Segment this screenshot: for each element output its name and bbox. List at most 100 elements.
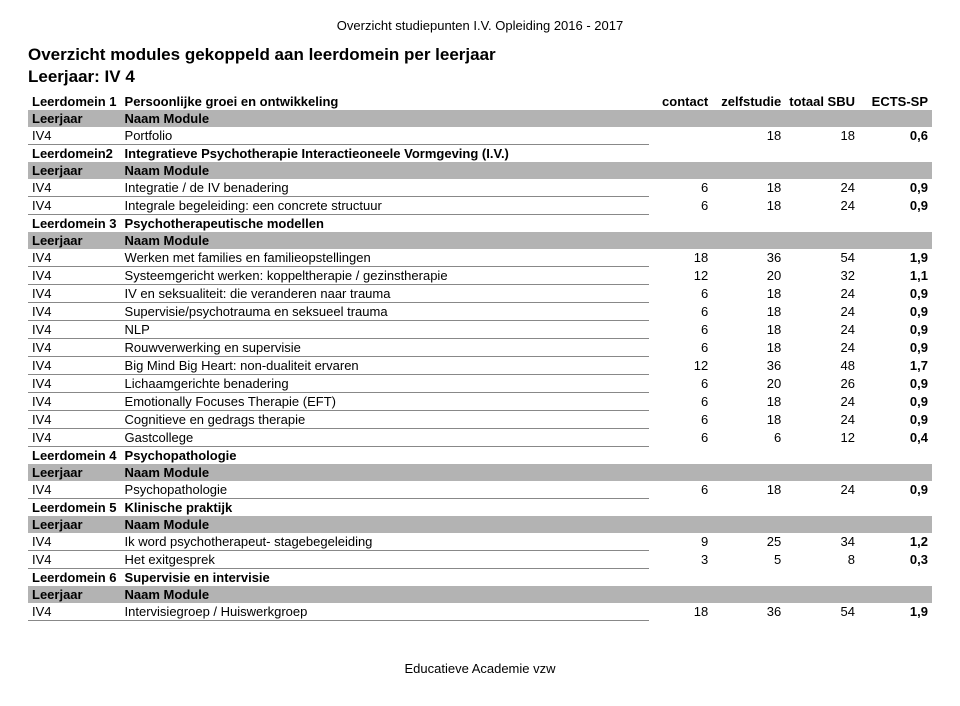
row-totaal: 24 (785, 179, 859, 197)
row-name: Rouwverwerking en supervisie (121, 339, 650, 357)
row-year: IV4 (28, 285, 121, 303)
domain-label: Leerdomein 1 (28, 93, 121, 110)
table-row: IV4NLP618240,9 (28, 321, 932, 339)
row-totaal: 48 (785, 357, 859, 375)
domain-name: Klinische praktijk (121, 499, 650, 517)
row-ects: 0,6 (859, 127, 932, 145)
table-row: IV4Emotionally Focuses Therapie (EFT)618… (28, 393, 932, 411)
subheader-row: LeerjaarNaam Module (28, 516, 932, 533)
domain-label: Leerdomein 3 (28, 215, 121, 233)
domain-row: Leerdomein 3Psychotherapeutische modelle… (28, 215, 932, 233)
row-name: IV en seksualiteit: die veranderen naar … (121, 285, 650, 303)
table-row: IV4Psychopathologie618240,9 (28, 481, 932, 499)
subheader-leerjaar: Leerjaar (28, 586, 121, 603)
row-totaal: 24 (785, 411, 859, 429)
row-zelfstudie: 18 (712, 339, 785, 357)
domain-name: Integratieve Psychotherapie Interactieon… (121, 145, 650, 163)
row-totaal: 54 (785, 603, 859, 621)
row-contact: 18 (649, 603, 712, 621)
row-zelfstudie: 20 (712, 267, 785, 285)
domain-name: Psychopathologie (121, 447, 650, 465)
row-year: IV4 (28, 303, 121, 321)
row-contact: 6 (649, 481, 712, 499)
row-totaal: 24 (785, 285, 859, 303)
subheader-row: LeerjaarNaam Module (28, 162, 932, 179)
row-zelfstudie: 20 (712, 375, 785, 393)
row-name: Emotionally Focuses Therapie (EFT) (121, 393, 650, 411)
row-contact (649, 127, 712, 145)
table-row: IV4Integrale begeleiding: een concrete s… (28, 197, 932, 215)
subheader-leerjaar: Leerjaar (28, 464, 121, 481)
domain-name: Psychotherapeutische modellen (121, 215, 650, 233)
row-contact: 3 (649, 551, 712, 569)
row-contact: 6 (649, 339, 712, 357)
subheader-leerjaar: Leerjaar (28, 516, 121, 533)
table-row: IV4Big Mind Big Heart: non-dualiteit erv… (28, 357, 932, 375)
row-ects: 0,9 (859, 303, 932, 321)
row-ects: 0,9 (859, 375, 932, 393)
row-name: Ik word psychotherapeut- stagebegeleidin… (121, 533, 650, 551)
row-name: Het exitgesprek (121, 551, 650, 569)
row-ects: 0,9 (859, 197, 932, 215)
row-zelfstudie: 18 (712, 393, 785, 411)
row-year: IV4 (28, 603, 121, 621)
row-year: IV4 (28, 249, 121, 267)
table-row: IV4Cognitieve en gedrags therapie618240,… (28, 411, 932, 429)
domain-row: Leerdomein 4Psychopathologie (28, 447, 932, 465)
row-ects: 0,9 (859, 481, 932, 499)
modules-table: Leerdomein 1Persoonlijke groei en ontwik… (28, 93, 932, 621)
row-name: Portfolio (121, 127, 650, 145)
row-ects: 0,9 (859, 411, 932, 429)
row-year: IV4 (28, 375, 121, 393)
footer: Educatieve Academie vzw (28, 661, 932, 676)
domain-label: Leerdomein 6 (28, 569, 121, 587)
row-contact: 6 (649, 285, 712, 303)
domain-name: Persoonlijke groei en ontwikkeling (121, 93, 650, 110)
row-zelfstudie: 5 (712, 551, 785, 569)
subheader-row: LeerjaarNaam Module (28, 110, 932, 127)
row-zelfstudie: 36 (712, 357, 785, 375)
row-zelfstudie: 25 (712, 533, 785, 551)
row-year: IV4 (28, 321, 121, 339)
row-zelfstudie: 18 (712, 179, 785, 197)
subheader-row: LeerjaarNaam Module (28, 464, 932, 481)
row-zelfstudie: 18 (712, 127, 785, 145)
row-contact: 12 (649, 357, 712, 375)
row-zelfstudie: 36 (712, 603, 785, 621)
row-zelfstudie: 18 (712, 321, 785, 339)
row-ects: 0,9 (859, 339, 932, 357)
subheader-naam: Naam Module (121, 110, 932, 127)
row-totaal: 32 (785, 267, 859, 285)
col-header-ects: ECTS-SP (859, 93, 932, 110)
table-row: IV4Supervisie/psychotrauma en seksueel t… (28, 303, 932, 321)
row-name: Werken met families en familieopstelling… (121, 249, 650, 267)
row-contact: 18 (649, 249, 712, 267)
table-row: IV4Systeemgericht werken: koppeltherapie… (28, 267, 932, 285)
row-year: IV4 (28, 551, 121, 569)
row-name: Integratie / de IV benadering (121, 179, 650, 197)
row-zelfstudie: 36 (712, 249, 785, 267)
row-ects: 1,1 (859, 267, 932, 285)
row-ects: 0,4 (859, 429, 932, 447)
row-year: IV4 (28, 393, 121, 411)
subheader-naam: Naam Module (121, 464, 932, 481)
row-totaal: 18 (785, 127, 859, 145)
row-totaal: 8 (785, 551, 859, 569)
row-contact: 6 (649, 411, 712, 429)
subheader-leerjaar: Leerjaar (28, 110, 121, 127)
table-row: IV4Gastcollege66120,4 (28, 429, 932, 447)
row-zelfstudie: 18 (712, 197, 785, 215)
row-name: Lichaamgerichte benadering (121, 375, 650, 393)
row-totaal: 24 (785, 393, 859, 411)
domain-label: Leerdomein 5 (28, 499, 121, 517)
col-header-zelfstudie: zelfstudie (712, 93, 785, 110)
row-name: Big Mind Big Heart: non-dualiteit ervare… (121, 357, 650, 375)
row-totaal: 24 (785, 197, 859, 215)
table-row: IV4Ik word psychotherapeut- stagebegelei… (28, 533, 932, 551)
table-row: IV4Rouwverwerking en supervisie618240,9 (28, 339, 932, 357)
row-totaal: 24 (785, 321, 859, 339)
row-contact: 12 (649, 267, 712, 285)
row-name: Psychopathologie (121, 481, 650, 499)
row-zelfstudie: 18 (712, 481, 785, 499)
subheader-row: LeerjaarNaam Module (28, 586, 932, 603)
